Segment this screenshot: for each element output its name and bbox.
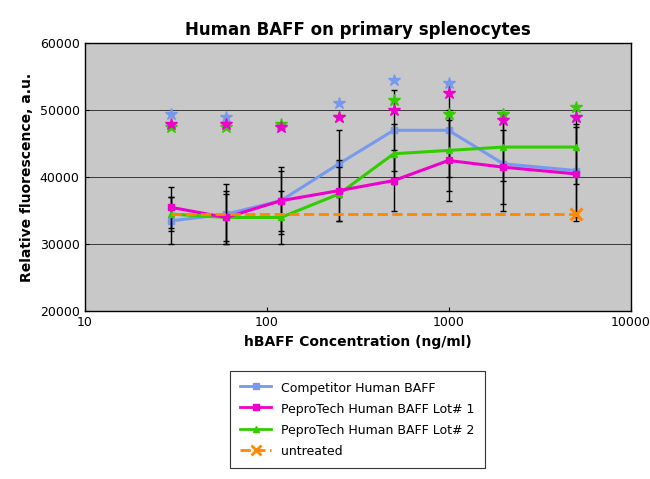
Y-axis label: Relative fluorescence, a.u.: Relative fluorescence, a.u. — [20, 73, 34, 282]
X-axis label: hBAFF Concentration (ng/ml): hBAFF Concentration (ng/ml) — [244, 335, 471, 349]
Legend: Competitor Human BAFF, PeproTech Human BAFF Lot# 1, PeproTech Human BAFF Lot# 2,: Competitor Human BAFF, PeproTech Human B… — [230, 371, 485, 468]
Title: Human BAFF on primary splenocytes: Human BAFF on primary splenocytes — [185, 21, 530, 39]
